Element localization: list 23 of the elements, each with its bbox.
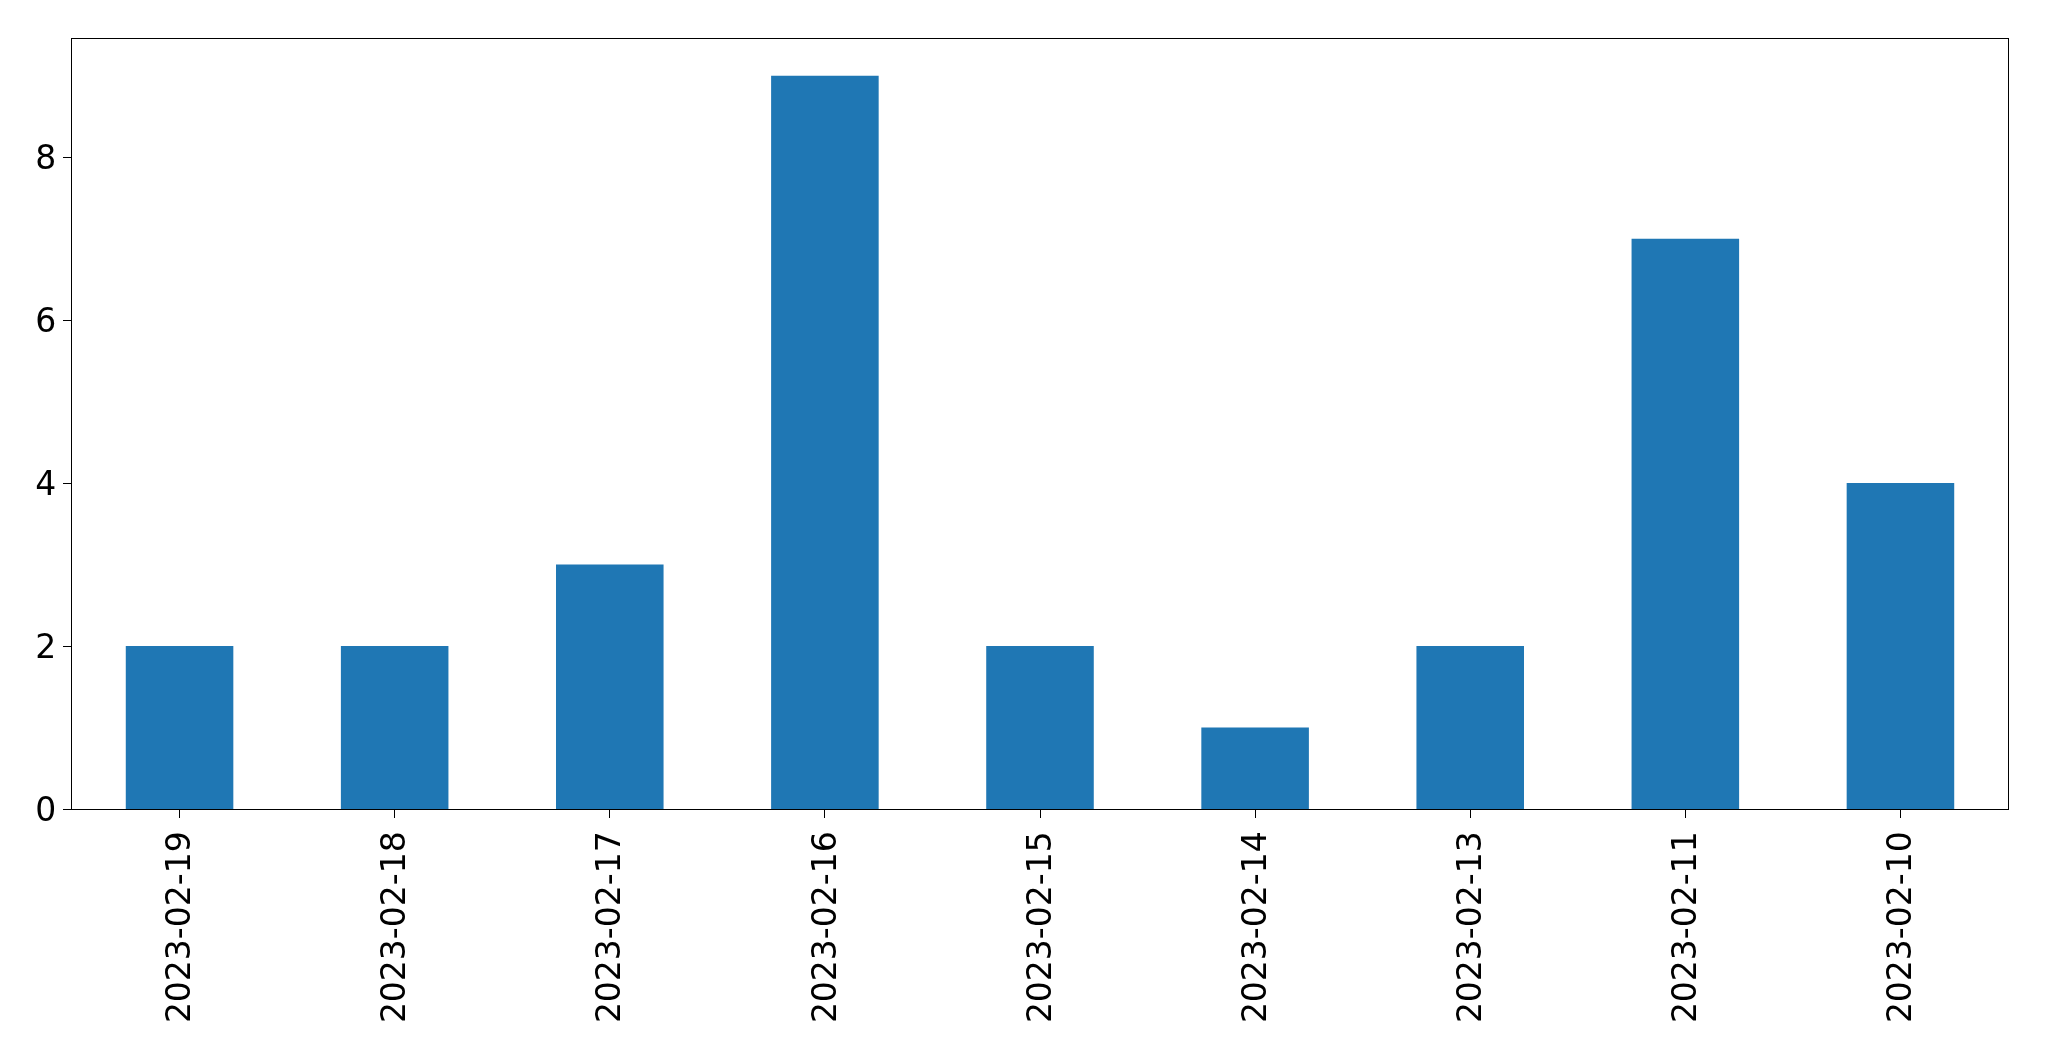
bar bbox=[1416, 646, 1524, 809]
y-tick-label: 4 bbox=[35, 463, 57, 503]
bar bbox=[125, 646, 234, 809]
x-tick-label: 2023-02-17 bbox=[589, 831, 629, 1024]
x-tick-label: 2023-02-19 bbox=[159, 831, 199, 1024]
x-tick-label: 2023-02-16 bbox=[804, 831, 844, 1024]
y-tick-label: 6 bbox=[35, 300, 57, 340]
bar bbox=[1631, 238, 1740, 809]
x-tick-label: 2023-02-13 bbox=[1449, 831, 1489, 1024]
y-tick-label: 2 bbox=[35, 626, 57, 666]
bar bbox=[556, 564, 664, 809]
bar bbox=[771, 75, 879, 809]
bar bbox=[340, 646, 449, 809]
x-tick-label: 2023-02-18 bbox=[374, 831, 414, 1024]
x-tick-label: 2023-02-15 bbox=[1019, 831, 1059, 1024]
x-tick-label: 2023-02-10 bbox=[1880, 831, 1920, 1024]
y-tick-label: 8 bbox=[35, 137, 57, 177]
y-tick-label: 0 bbox=[35, 789, 57, 829]
x-tick-label: 2023-02-11 bbox=[1665, 831, 1705, 1024]
x-tick-label: 2023-02-14 bbox=[1234, 831, 1274, 1024]
bar bbox=[1201, 727, 1309, 809]
bar bbox=[986, 646, 1094, 809]
bar bbox=[1846, 483, 1955, 809]
